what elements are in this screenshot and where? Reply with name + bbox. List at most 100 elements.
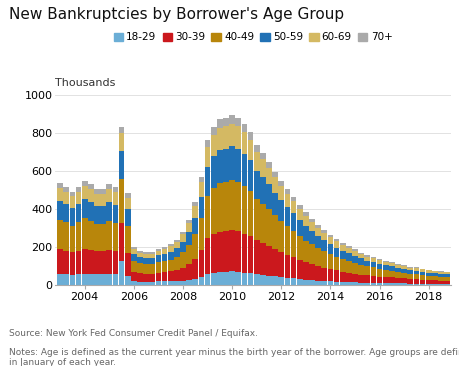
Bar [162,261,167,272]
Bar [168,272,173,281]
Bar [302,212,308,216]
Bar [69,208,75,226]
Bar [364,266,369,275]
Bar [88,202,94,221]
Bar [425,284,431,285]
Bar [143,274,149,282]
Bar [431,273,437,276]
Bar [266,184,271,209]
Bar [352,274,357,283]
Bar [174,248,179,257]
Bar [278,277,284,285]
Bar [88,274,94,285]
Bar [296,220,302,236]
Bar [266,209,271,246]
Bar [223,272,228,285]
Bar [443,277,449,280]
Bar [278,221,284,252]
Bar [327,254,332,269]
Bar [247,132,253,139]
Bar [192,206,198,217]
Bar [388,283,394,285]
Bar [229,180,235,230]
Bar [339,245,345,251]
Bar [69,226,75,253]
Bar [333,248,339,257]
Bar [180,252,185,268]
Bar [284,226,290,255]
Bar [419,272,425,275]
Bar [413,268,418,270]
Bar [118,223,124,261]
Bar [400,283,406,285]
Bar [296,279,302,285]
Bar [388,264,394,266]
Bar [413,279,418,284]
Bar [82,180,87,186]
Bar [339,251,345,259]
Bar [149,264,155,274]
Bar [198,219,204,250]
Bar [400,273,406,279]
Bar [100,224,106,251]
Bar [443,284,449,285]
Bar [124,276,130,285]
Bar [162,249,167,254]
Bar [217,128,222,150]
Bar [290,197,296,201]
Bar [174,240,179,242]
Bar [358,265,363,274]
Bar [210,188,216,235]
Bar [192,217,198,234]
Bar [259,177,265,204]
Bar [88,250,94,274]
Bar [339,243,345,245]
Bar [223,126,228,149]
Bar [137,253,142,257]
Bar [180,232,185,235]
Bar [162,247,167,249]
Bar [241,132,246,154]
Bar [400,265,406,266]
Bar [382,265,388,270]
Bar [155,249,161,251]
Bar [382,277,388,283]
Bar [394,264,400,265]
Bar [82,274,87,285]
Bar [272,276,277,285]
Bar [174,242,179,248]
Bar [241,234,246,273]
Bar [143,258,149,264]
Bar [76,187,81,192]
Bar [229,230,235,272]
Bar [364,275,369,283]
Bar [180,268,185,280]
Bar [272,216,277,249]
Bar [370,283,375,285]
Bar [94,251,100,274]
Bar [413,284,418,285]
Bar [223,182,228,231]
Bar [162,272,167,281]
Bar [321,230,326,233]
Bar [210,156,216,188]
Bar [112,223,118,251]
Bar [247,191,253,236]
Bar [425,273,431,276]
Bar [247,236,253,273]
Bar [180,235,185,242]
Bar [137,282,142,285]
Bar [370,276,375,283]
Bar [382,270,388,277]
Bar [149,258,155,264]
Bar [302,216,308,226]
Bar [76,192,81,204]
Bar [321,240,326,251]
Bar [69,253,75,275]
Bar [241,124,246,132]
Bar [413,274,418,279]
Bar [272,193,277,216]
Bar [88,189,94,202]
Bar [198,177,204,182]
Bar [149,282,155,285]
